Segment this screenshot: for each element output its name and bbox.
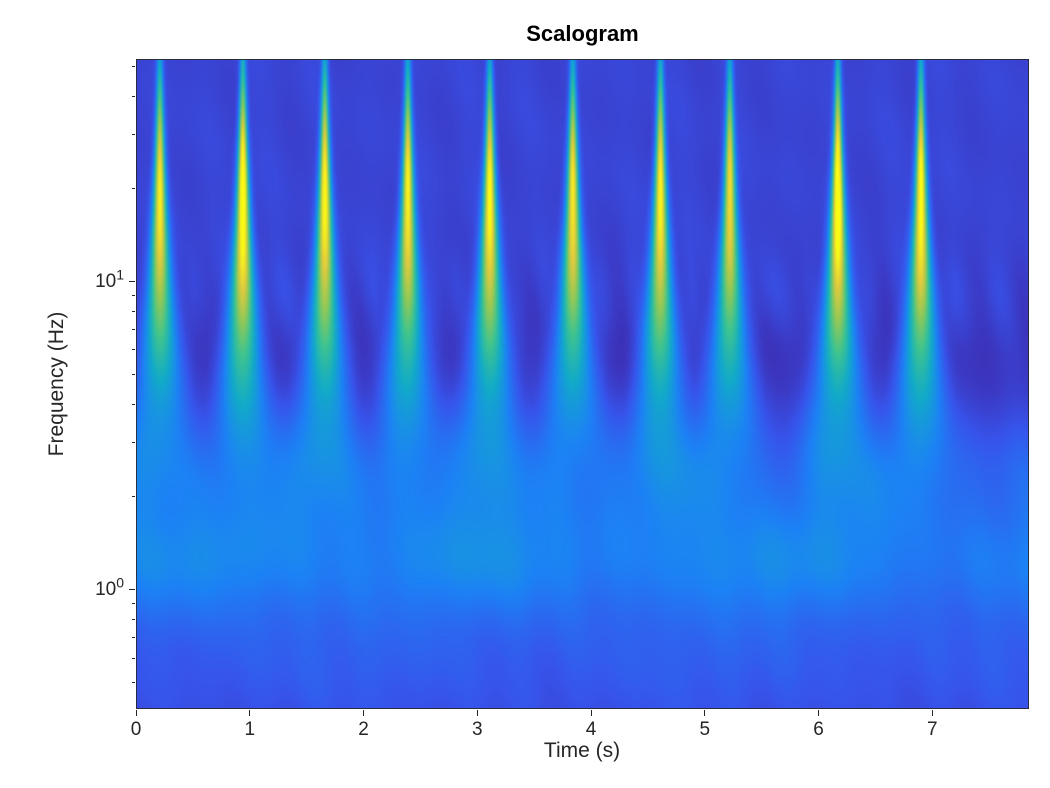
y-tick-mantissa: 10 — [95, 270, 117, 292]
x-tick-mark — [590, 710, 592, 716]
y-tick-mantissa: 10 — [95, 578, 117, 600]
y-minor-tick-mark — [132, 65, 135, 67]
x-tick-mark — [818, 710, 820, 716]
x-tick-label: 3 — [471, 719, 483, 740]
y-minor-tick-mark — [132, 95, 135, 97]
y-tick-label: 100 — [95, 575, 124, 601]
y-tick-exponent: 0 — [116, 574, 124, 591]
y-tick-mark — [129, 589, 135, 591]
x-tick-mark — [135, 710, 137, 716]
x-tick-mark — [931, 710, 933, 716]
x-tick-mark — [476, 710, 478, 716]
y-minor-tick-mark — [132, 328, 135, 330]
y-minor-tick-mark — [132, 636, 135, 638]
x-axis-label: Time (s) — [543, 739, 621, 762]
chart-title: Scalogram — [526, 21, 639, 46]
x-tick-label: 2 — [358, 719, 369, 740]
y-minor-tick-mark — [132, 619, 135, 621]
y-minor-tick-mark — [132, 295, 135, 297]
y-minor-tick-mark — [132, 403, 135, 405]
y-minor-tick-mark — [132, 496, 135, 498]
y-minor-tick-mark — [132, 657, 135, 659]
y-minor-tick-mark — [132, 349, 135, 351]
x-tick-label: 1 — [244, 719, 256, 740]
y-tick-label: 101 — [95, 267, 124, 293]
x-tick-label: 6 — [813, 719, 824, 740]
y-minor-tick-mark — [132, 373, 135, 375]
y-minor-tick-mark — [132, 188, 135, 190]
y-tick-exponent: 1 — [116, 266, 124, 283]
y-tick-mark — [129, 281, 135, 283]
x-tick-mark — [249, 710, 251, 716]
y-minor-tick-mark — [132, 681, 135, 683]
y-axis-label: Frequency (Hz) — [45, 311, 68, 457]
x-tick-label: 0 — [130, 719, 142, 740]
x-tick-label: 5 — [699, 719, 711, 740]
plot-area — [136, 59, 1029, 709]
scalogram-heatmap — [136, 59, 1029, 709]
y-minor-tick-mark — [132, 603, 135, 605]
x-tick-label: 4 — [585, 719, 597, 740]
x-tick-label: 7 — [927, 719, 938, 740]
y-minor-tick-mark — [132, 310, 135, 312]
x-tick-mark — [363, 710, 365, 716]
x-tick-mark — [704, 710, 706, 716]
y-minor-tick-mark — [132, 442, 135, 444]
y-minor-tick-mark — [132, 134, 135, 136]
